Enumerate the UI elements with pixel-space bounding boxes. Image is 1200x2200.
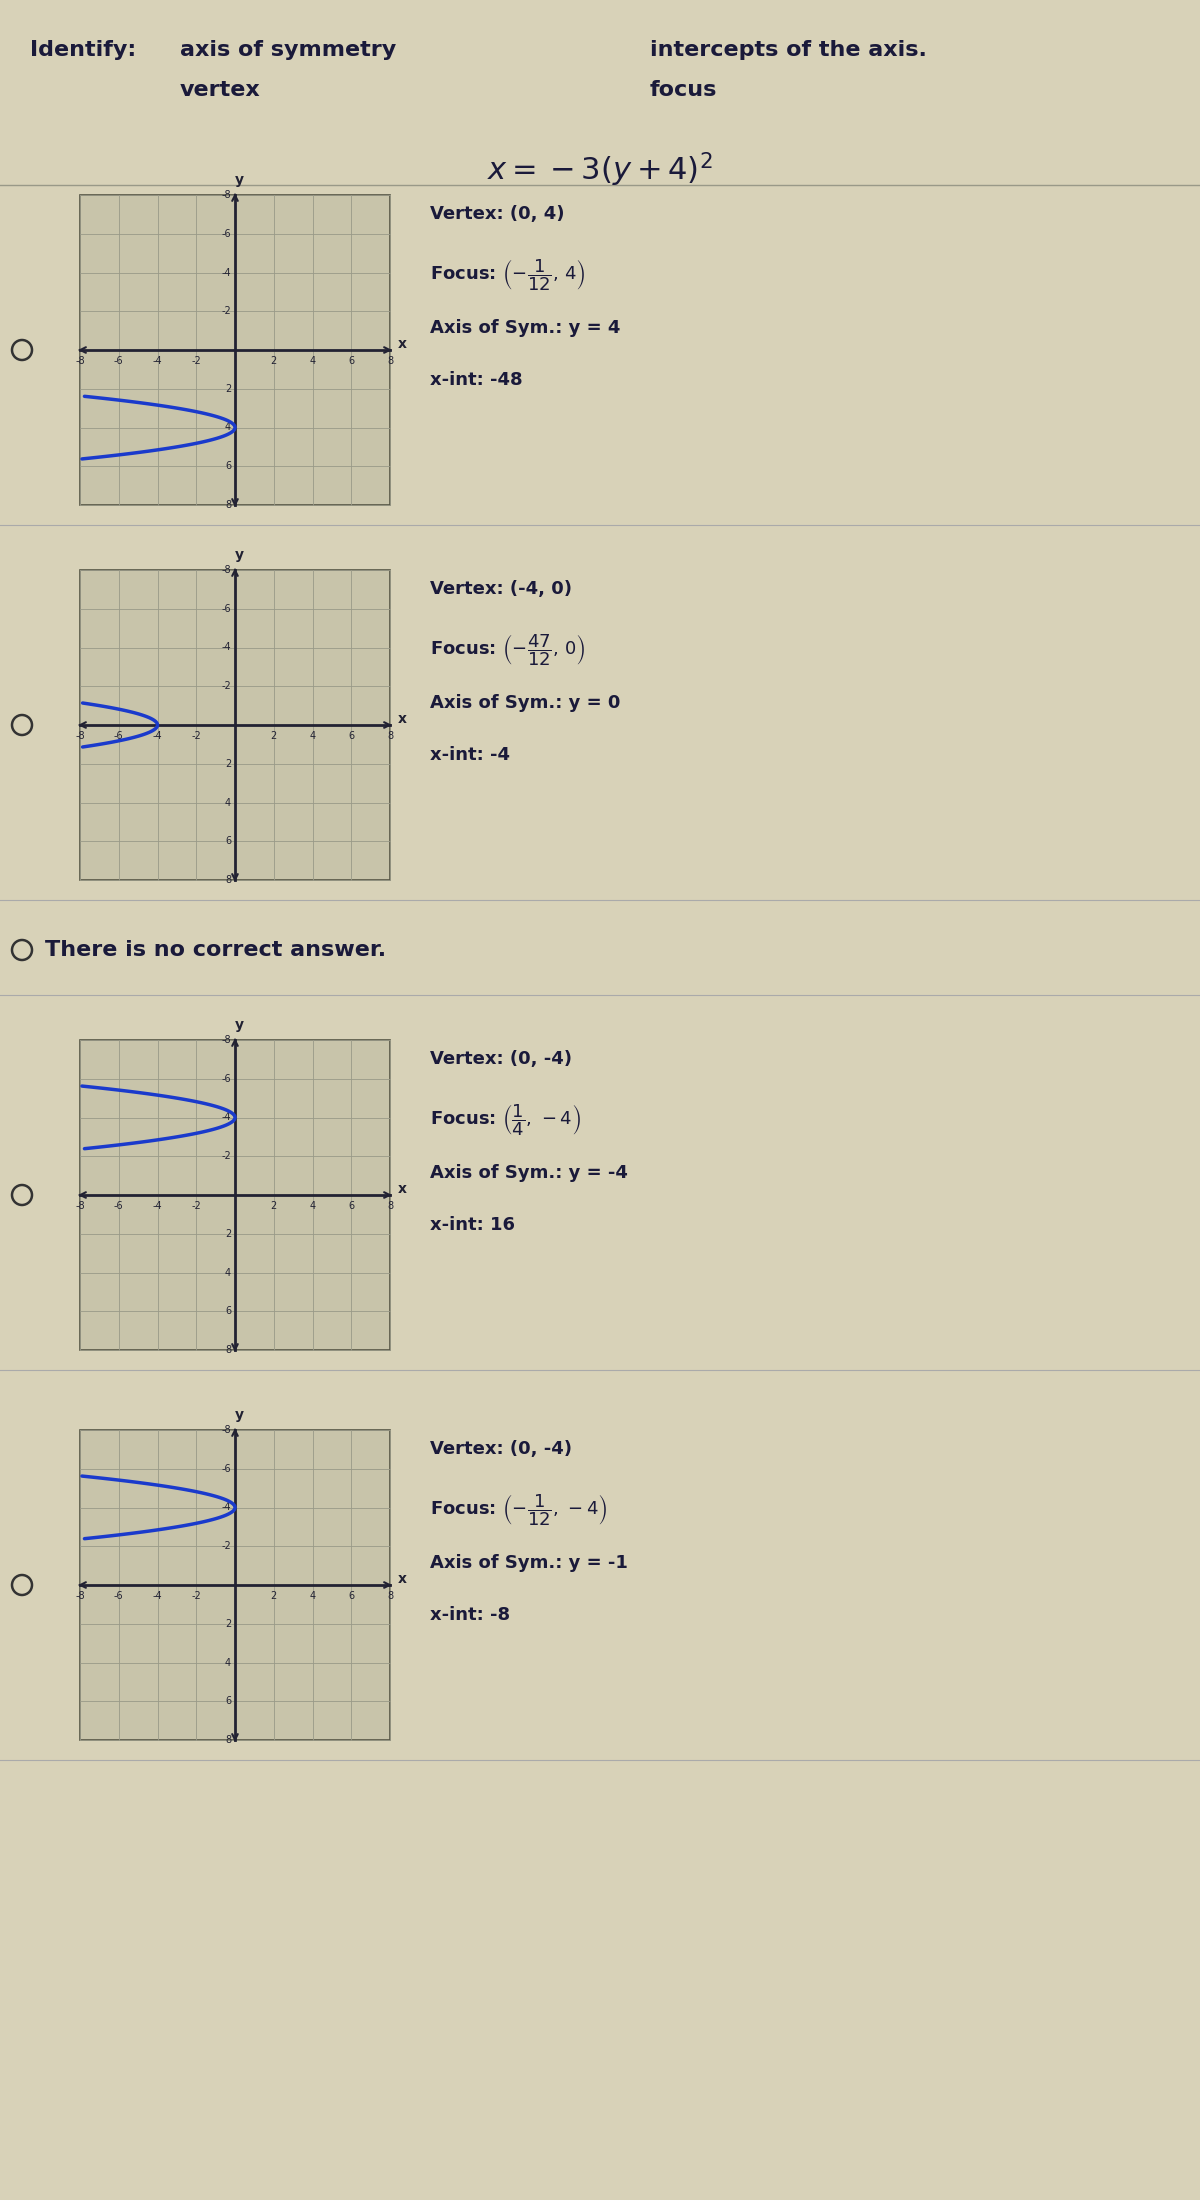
Text: Identify:: Identify: bbox=[30, 40, 137, 59]
Text: 4: 4 bbox=[224, 1267, 230, 1278]
Text: 6: 6 bbox=[224, 1696, 230, 1707]
Text: Focus: $\left(-\dfrac{1}{12},\,4\right)$: Focus: $\left(-\dfrac{1}{12},\,4\right)$ bbox=[430, 257, 586, 293]
Text: -4: -4 bbox=[152, 730, 162, 741]
Text: 8: 8 bbox=[224, 499, 230, 510]
Text: 2: 2 bbox=[271, 1201, 277, 1210]
Text: Vertex: (0, 4): Vertex: (0, 4) bbox=[430, 205, 564, 222]
Text: Vertex: (0, -4): Vertex: (0, -4) bbox=[430, 1441, 572, 1459]
Text: x: x bbox=[398, 1181, 407, 1197]
Bar bbox=[80, 1430, 390, 1740]
Text: Vertex: (-4, 0): Vertex: (-4, 0) bbox=[430, 581, 572, 598]
Text: 4: 4 bbox=[224, 422, 230, 433]
Text: -4: -4 bbox=[221, 1503, 230, 1514]
Text: -8: -8 bbox=[76, 1201, 85, 1210]
Text: 4: 4 bbox=[310, 730, 316, 741]
Text: x-int: -4: x-int: -4 bbox=[430, 746, 510, 763]
Text: 8: 8 bbox=[224, 1736, 230, 1745]
Text: x-int: -8: x-int: -8 bbox=[430, 1606, 510, 1624]
Text: 4: 4 bbox=[310, 1201, 316, 1210]
Text: -8: -8 bbox=[76, 356, 85, 365]
Text: -8: -8 bbox=[76, 730, 85, 741]
Text: -4: -4 bbox=[152, 1591, 162, 1602]
Text: 4: 4 bbox=[310, 1591, 316, 1602]
Text: -6: -6 bbox=[221, 603, 230, 614]
Text: -8: -8 bbox=[221, 1034, 230, 1045]
Text: 4: 4 bbox=[224, 1657, 230, 1668]
Text: -6: -6 bbox=[114, 356, 124, 365]
Text: -2: -2 bbox=[191, 1591, 202, 1602]
Text: 8: 8 bbox=[386, 1201, 394, 1210]
Text: -4: -4 bbox=[152, 356, 162, 365]
Text: axis of symmetry: axis of symmetry bbox=[180, 40, 396, 59]
Text: 8: 8 bbox=[224, 876, 230, 884]
Text: x: x bbox=[398, 1573, 407, 1586]
Text: -4: -4 bbox=[221, 1113, 230, 1122]
Text: x-int: -48: x-int: -48 bbox=[430, 372, 523, 389]
Text: -6: -6 bbox=[114, 1591, 124, 1602]
Text: 8: 8 bbox=[386, 730, 394, 741]
Text: y: y bbox=[234, 1019, 244, 1032]
Text: Vertex: (0, -4): Vertex: (0, -4) bbox=[430, 1049, 572, 1067]
Text: focus: focus bbox=[650, 79, 718, 99]
Text: 4: 4 bbox=[310, 356, 316, 365]
Text: 2: 2 bbox=[271, 1591, 277, 1602]
Text: 2: 2 bbox=[224, 1619, 230, 1628]
Text: -2: -2 bbox=[191, 730, 202, 741]
Text: 2: 2 bbox=[271, 356, 277, 365]
Text: 2: 2 bbox=[224, 383, 230, 394]
Text: -2: -2 bbox=[221, 1542, 230, 1551]
Text: Axis of Sym.: y = 4: Axis of Sym.: y = 4 bbox=[430, 319, 620, 337]
Text: -2: -2 bbox=[191, 356, 202, 365]
Text: 8: 8 bbox=[224, 1344, 230, 1355]
Text: -2: -2 bbox=[221, 306, 230, 317]
Text: y: y bbox=[234, 548, 244, 561]
Text: Axis of Sym.: y = -1: Axis of Sym.: y = -1 bbox=[430, 1553, 628, 1573]
Text: 6: 6 bbox=[348, 1201, 354, 1210]
Text: 6: 6 bbox=[224, 1307, 230, 1316]
Text: 8: 8 bbox=[386, 356, 394, 365]
Text: -2: -2 bbox=[221, 682, 230, 691]
Text: 6: 6 bbox=[348, 356, 354, 365]
Bar bbox=[80, 570, 390, 880]
Text: $x=-3(y+4)^2$: $x=-3(y+4)^2$ bbox=[487, 150, 713, 189]
Text: There is no correct answer.: There is no correct answer. bbox=[46, 939, 386, 959]
Text: -8: -8 bbox=[221, 1426, 230, 1434]
Text: Axis of Sym.: y = -4: Axis of Sym.: y = -4 bbox=[430, 1164, 628, 1181]
Text: 6: 6 bbox=[224, 836, 230, 847]
Text: x: x bbox=[398, 713, 407, 726]
Text: y: y bbox=[234, 1408, 244, 1421]
Text: -2: -2 bbox=[221, 1151, 230, 1162]
Text: 2: 2 bbox=[224, 1230, 230, 1239]
Text: y: y bbox=[234, 174, 244, 187]
Text: 8: 8 bbox=[386, 1591, 394, 1602]
Text: intercepts of the axis.: intercepts of the axis. bbox=[650, 40, 926, 59]
Text: vertex: vertex bbox=[180, 79, 260, 99]
Text: -6: -6 bbox=[114, 1201, 124, 1210]
Text: 6: 6 bbox=[348, 1591, 354, 1602]
Text: -4: -4 bbox=[152, 1201, 162, 1210]
Text: 2: 2 bbox=[271, 730, 277, 741]
Text: -8: -8 bbox=[76, 1591, 85, 1602]
Text: -6: -6 bbox=[221, 1074, 230, 1085]
Text: -4: -4 bbox=[221, 642, 230, 653]
Text: -8: -8 bbox=[221, 189, 230, 200]
Text: -2: -2 bbox=[191, 1201, 202, 1210]
Text: x-int: 16: x-int: 16 bbox=[430, 1217, 515, 1234]
Text: Focus: $\left(-\dfrac{1}{12},\,-4\right)$: Focus: $\left(-\dfrac{1}{12},\,-4\right)… bbox=[430, 1492, 607, 1527]
Text: -8: -8 bbox=[221, 565, 230, 574]
Text: Focus: $\left(\dfrac{1}{4},\,-4\right)$: Focus: $\left(\dfrac{1}{4},\,-4\right)$ bbox=[430, 1102, 581, 1137]
Text: 4: 4 bbox=[224, 799, 230, 807]
Text: x: x bbox=[398, 337, 407, 352]
Text: -4: -4 bbox=[221, 268, 230, 277]
Text: Axis of Sym.: y = 0: Axis of Sym.: y = 0 bbox=[430, 693, 620, 713]
Text: -6: -6 bbox=[221, 229, 230, 240]
Text: 6: 6 bbox=[224, 462, 230, 471]
Text: Focus: $\left(-\dfrac{47}{12},\,0\right)$: Focus: $\left(-\dfrac{47}{12},\,0\right)… bbox=[430, 631, 586, 667]
Text: -6: -6 bbox=[114, 730, 124, 741]
Bar bbox=[80, 196, 390, 506]
Text: 2: 2 bbox=[224, 759, 230, 768]
Bar bbox=[80, 1041, 390, 1351]
Text: 6: 6 bbox=[348, 730, 354, 741]
Text: -6: -6 bbox=[221, 1463, 230, 1474]
